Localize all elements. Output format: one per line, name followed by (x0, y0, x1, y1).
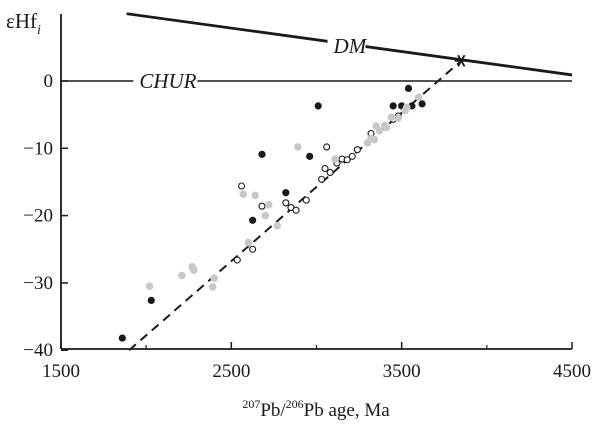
y-tick-label: −30 (23, 273, 53, 294)
x-tick-label: 4500 (553, 361, 591, 382)
open-point (292, 206, 300, 214)
gray-point (293, 143, 302, 151)
gray-point (251, 191, 259, 200)
filled-point (282, 189, 290, 197)
gray-point (265, 201, 273, 209)
gray-point (145, 282, 154, 291)
y-tick-label: 0 (44, 71, 54, 92)
gray-point (382, 123, 391, 132)
open-point (233, 256, 241, 264)
star-stroke (457, 54, 466, 67)
gray-point (190, 266, 198, 274)
star-marker (454, 54, 468, 67)
gray-point (402, 103, 411, 112)
gray-point (239, 190, 248, 198)
y-axis-title: εHfi (6, 9, 41, 38)
open-point (353, 146, 361, 154)
open-point (238, 182, 246, 190)
x-axis-title-end: Pb age, Ma (304, 400, 391, 421)
y-tick-label: −10 (23, 138, 53, 159)
open-point (282, 199, 290, 207)
chur-label-bg (133, 69, 198, 93)
gray-point (394, 114, 403, 122)
y-axis-title-main: εHf (6, 9, 37, 33)
open-point (302, 196, 310, 204)
gray-point (370, 135, 379, 144)
filled-point (249, 216, 257, 224)
open-point (343, 156, 351, 164)
gray-point (210, 274, 219, 282)
gray-point (387, 113, 396, 122)
open-point (326, 168, 334, 177)
x-axis-title: 207Pb/206Pb age, Ma (242, 397, 390, 421)
dm-label-bg (327, 34, 366, 59)
filled-point (314, 102, 322, 110)
open-point (323, 143, 331, 151)
gray-point (208, 283, 217, 291)
y-tick-label: −40 (23, 340, 53, 361)
data-points (118, 54, 468, 342)
open-point (318, 175, 326, 183)
gray-point (375, 127, 384, 135)
filled-point (418, 100, 426, 108)
open-point (348, 152, 356, 160)
open-point (258, 202, 266, 210)
open-point (249, 245, 257, 253)
x-tick-label: 1500 (42, 361, 80, 382)
filled-point (404, 84, 413, 93)
filled-point (389, 102, 397, 110)
gray-point (244, 238, 253, 247)
gray-point (178, 271, 186, 280)
filled-point (118, 334, 126, 342)
y-axis-title-subscript: i (37, 23, 41, 38)
chur-label: CHUR (139, 69, 196, 93)
x-axis-title-mid: Pb/ (260, 400, 286, 421)
reference-lines: DM CHUR (61, 12, 573, 351)
x-tick-label: 3500 (383, 361, 421, 382)
filled-point (258, 150, 266, 158)
gray-point (273, 221, 282, 230)
gray-point (261, 211, 270, 220)
gray-point (414, 93, 423, 101)
x-axis-title-sup1: 207 (242, 397, 260, 411)
filled-point (306, 152, 314, 160)
open-point (321, 164, 329, 173)
x-tick-label: 2500 (212, 361, 250, 382)
gray-point (331, 155, 340, 163)
y-tick-label: −20 (23, 206, 53, 227)
filled-point (147, 296, 155, 304)
dm-label: DM (333, 34, 368, 58)
axis-ticks: 1500 2500 3500 4500 0 −10 −20 −30 −40 (23, 71, 591, 382)
x-axis-title-sup2: 206 (286, 397, 304, 411)
